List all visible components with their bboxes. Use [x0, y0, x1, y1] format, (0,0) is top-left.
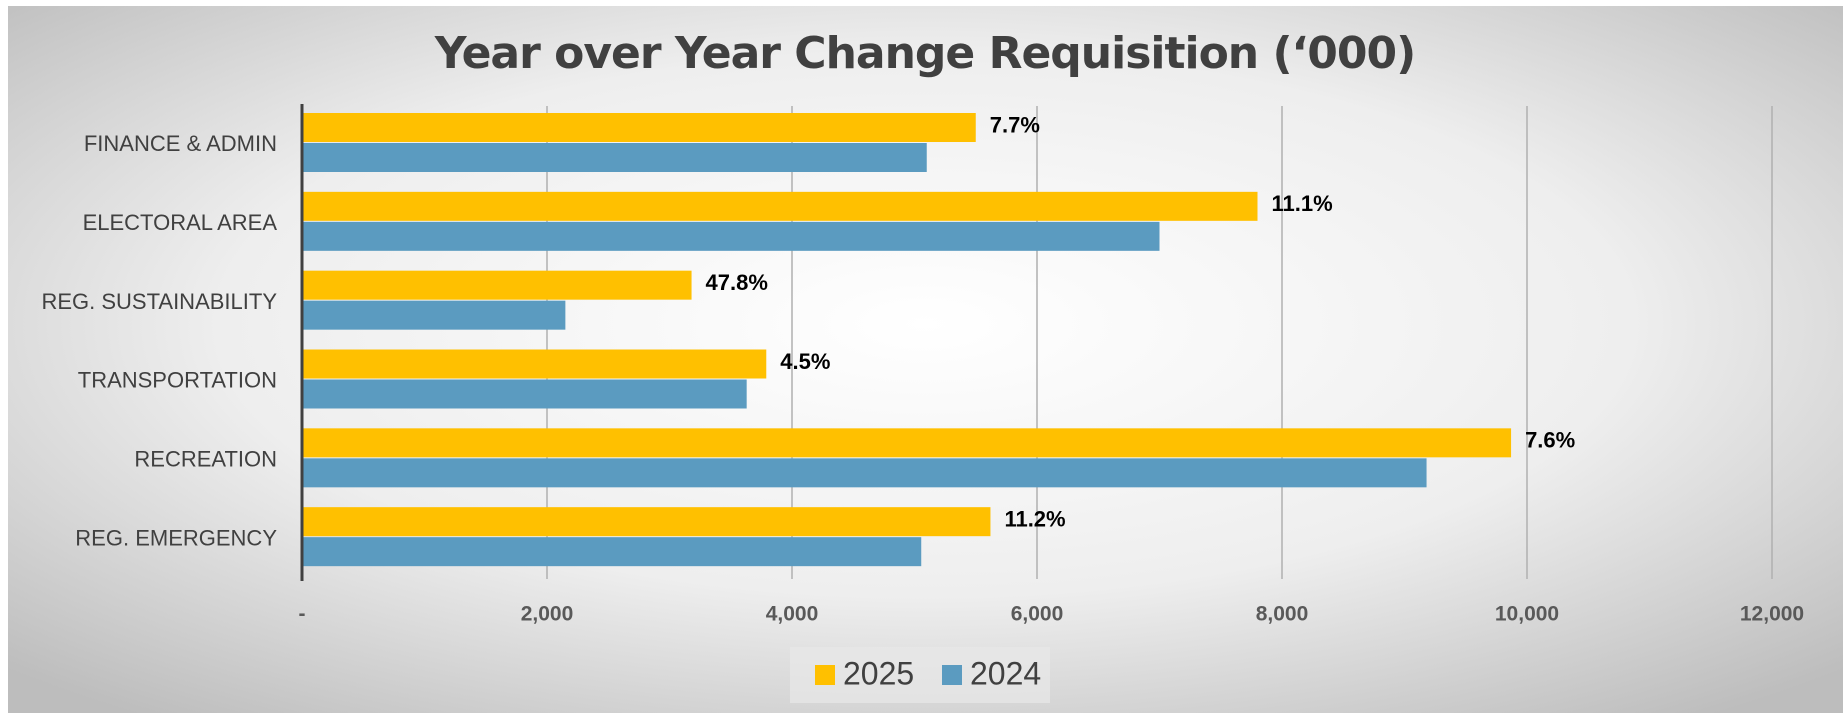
bar [302, 507, 991, 537]
bar [302, 458, 1427, 488]
annotation: 7.7% [990, 112, 1040, 137]
annotation: 11.2% [1004, 506, 1065, 531]
chart-title: Year over Year Change Requisition (‘000) [434, 28, 1415, 79]
y-tick-label: REG. SUSTAINABILITY [41, 289, 277, 314]
y-tick-label: REG. EMERGENCY [75, 525, 277, 550]
plot: - 2,000 4,000 6,000 8,000 10,000 12,000 FINANCE… [41, 104, 1804, 703]
bar [302, 428, 1512, 458]
x-tick-label: 8,000 [1256, 603, 1309, 626]
annotation: 47.8% [706, 270, 768, 295]
x-tick-label: 2,000 [521, 603, 574, 626]
bar [302, 537, 922, 567]
annotation: 11.1% [1272, 191, 1333, 216]
legend-swatch [942, 665, 962, 685]
background [8, 6, 1843, 713]
x-tick-label: 12,000 [1740, 603, 1804, 626]
bar [302, 113, 976, 142]
legend-label: 2024 [970, 655, 1041, 691]
x-tick-label: 10,000 [1495, 603, 1559, 626]
x-tick-label: 4,000 [766, 603, 819, 626]
bar [302, 270, 692, 300]
annotation: 7.6% [1525, 428, 1575, 453]
y-tick-label: FINANCE & ADMIN [84, 131, 277, 156]
bar [302, 300, 566, 330]
y-tick-label: ELECTORAL AREA [83, 210, 278, 235]
legend-swatch [815, 665, 835, 685]
bar [302, 349, 767, 379]
bar [302, 379, 747, 409]
y-tick-label: RECREATION [134, 447, 277, 472]
bar [302, 221, 1160, 251]
legend-label: 2025 [843, 655, 914, 691]
bar [302, 143, 927, 172]
bar [302, 191, 1258, 221]
x-tick-label: - [299, 603, 306, 626]
annotation: 4.5% [780, 349, 830, 374]
x-tick-label: 6,000 [1011, 603, 1064, 626]
y-tick-label: TRANSPORTATION [78, 368, 277, 393]
